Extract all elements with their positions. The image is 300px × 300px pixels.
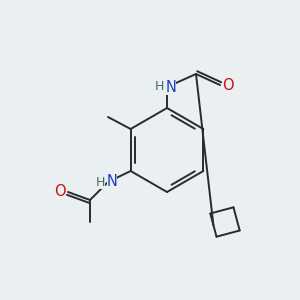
Text: N: N <box>106 175 117 190</box>
Text: O: O <box>222 77 234 92</box>
Text: H: H <box>154 80 164 94</box>
Text: H: H <box>95 176 105 188</box>
Text: O: O <box>54 184 66 200</box>
Text: N: N <box>166 80 176 94</box>
